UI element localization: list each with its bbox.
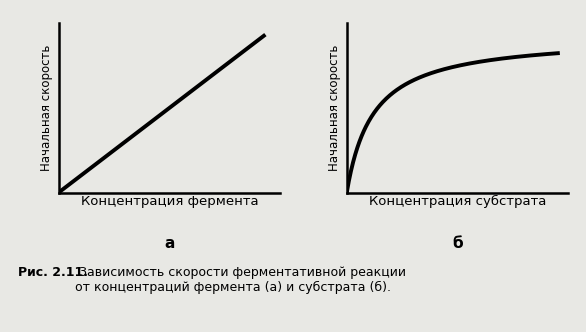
Text: а: а xyxy=(164,236,175,251)
Text: Рис. 2.11.: Рис. 2.11. xyxy=(18,266,87,279)
X-axis label: Концентрация фермента: Концентрация фермента xyxy=(81,195,258,208)
Text: б: б xyxy=(452,236,463,251)
Text: Зависимость скорости ферментативной реакции
от концентраций фермента (а) и субст: Зависимость скорости ферментативной реак… xyxy=(75,266,406,294)
Y-axis label: Начальная скорость: Начальная скорость xyxy=(40,45,53,171)
Y-axis label: Начальная скорость: Начальная скорость xyxy=(328,45,341,171)
X-axis label: Концентрация субстрата: Концентрация субстрата xyxy=(369,195,546,208)
